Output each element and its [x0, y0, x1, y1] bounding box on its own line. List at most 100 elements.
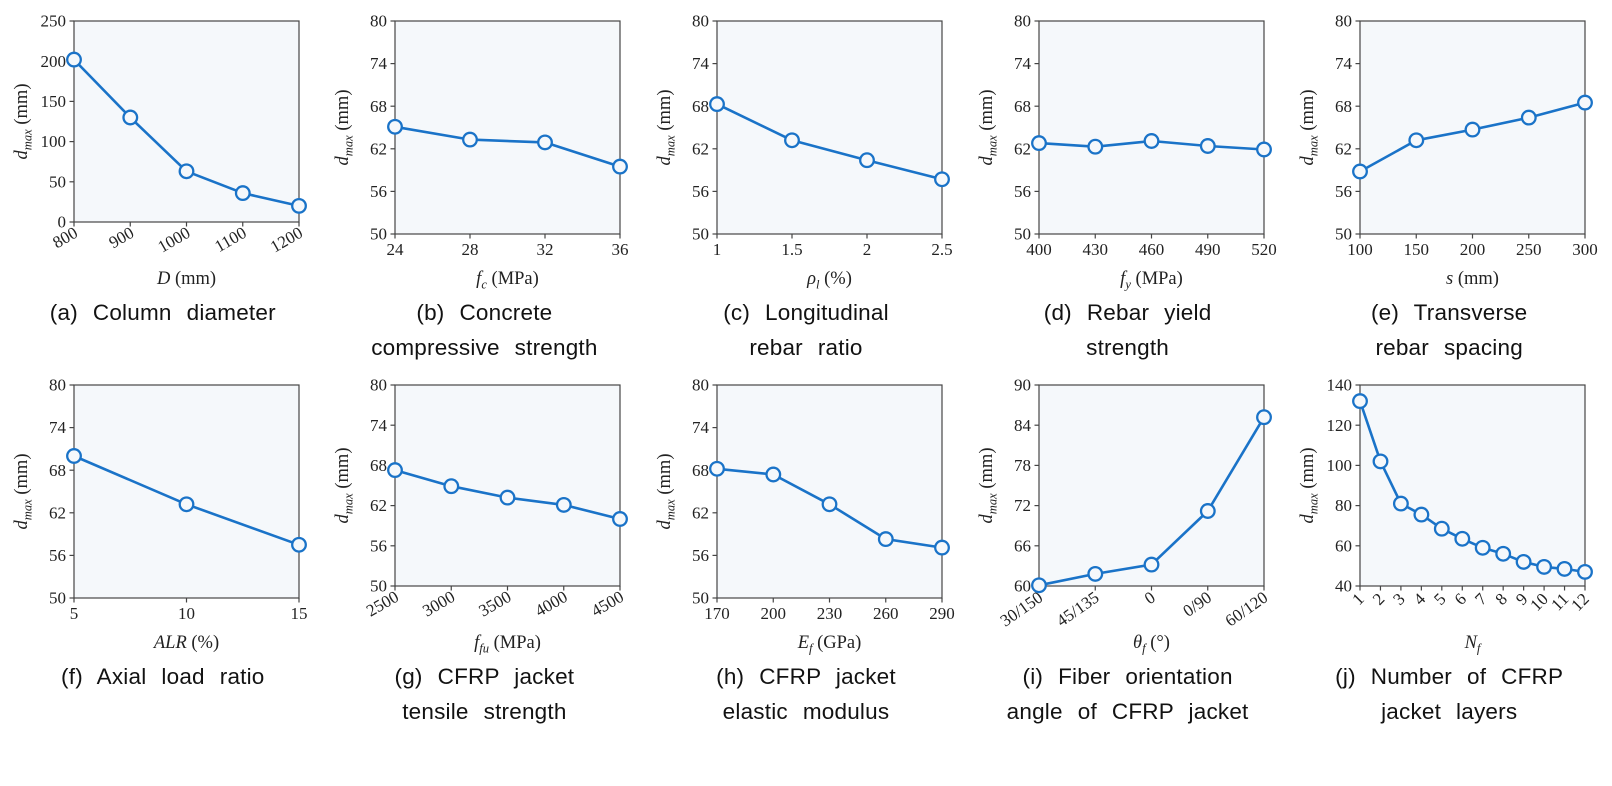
y-axis-label: dmax (mm): [1298, 90, 1320, 166]
data-point-marker: [1434, 520, 1450, 537]
data-point-marker: [784, 132, 800, 149]
svg-text:490: 490: [1195, 240, 1221, 259]
svg-text:62: 62: [1335, 139, 1352, 158]
chart-caption: (j) Number of CFRP jacket layers: [1335, 663, 1564, 724]
svg-text:56: 56: [49, 546, 66, 565]
svg-text:100: 100: [40, 132, 66, 151]
svg-text:7: 7: [1471, 589, 1491, 609]
data-point-marker: [612, 158, 629, 175]
svg-text:10: 10: [178, 604, 195, 623]
svg-text:62: 62: [692, 139, 709, 158]
svg-text:74: 74: [1335, 54, 1353, 73]
data-point-marker: [443, 477, 460, 494]
svg-text:200: 200: [1460, 240, 1486, 259]
svg-text:0: 0: [1141, 587, 1159, 607]
subplot-c: 50 56 62 68 74 80 1 1.5 2 2.5 ρl (%) dmax (mm) (c) …: [645, 8, 967, 366]
y-axis-label: dmax (mm): [12, 453, 34, 529]
data-point-marker: [1255, 409, 1272, 425]
data-point-marker: [499, 489, 516, 506]
x-axis-label: fy (MPa): [1120, 269, 1183, 291]
svg-text:1: 1: [1349, 589, 1368, 608]
data-point-marker: [934, 171, 950, 188]
svg-text:74: 74: [692, 418, 710, 437]
data-point-marker: [122, 109, 139, 126]
data-point-marker: [1474, 539, 1491, 556]
charts-grid: 0 50 100 150 200 250 800 900 1000 1100 1200 D (mm) d…: [2, 8, 1598, 730]
data-point-marker: [1143, 133, 1160, 149]
data-point-marker: [1255, 141, 1272, 158]
data-point-marker: [65, 51, 82, 68]
svg-text:60: 60: [1335, 536, 1352, 555]
subplot-a: 0 50 100 150 200 250 800 900 1000 1100 1200 D (mm) d…: [2, 8, 324, 366]
svg-text:0/90: 0/90: [1179, 587, 1215, 620]
svg-text:4: 4: [1410, 589, 1430, 609]
svg-text:230: 230: [817, 604, 843, 623]
data-point-marker: [290, 536, 307, 553]
data-point-marker: [859, 152, 875, 169]
data-point-marker: [709, 460, 725, 477]
svg-text:68: 68: [1014, 97, 1031, 116]
data-point-marker: [1515, 553, 1532, 570]
svg-text:900: 900: [105, 223, 137, 252]
svg-text:84: 84: [1014, 416, 1032, 435]
x-axis-label: ρl (%): [806, 269, 852, 291]
chart-caption: (f) Axial load ratio: [61, 663, 265, 689]
svg-text:120: 120: [1327, 416, 1353, 435]
svg-text:45/135: 45/135: [1053, 587, 1103, 630]
svg-text:74: 74: [692, 54, 710, 73]
subplot-i: 60 66 72 78 84 90 30/150 45/135 0 0/90 60/120 θf (°…: [967, 372, 1289, 730]
chart-caption: (b) Concrete compressive strength: [371, 300, 598, 360]
data-point-marker: [1393, 495, 1410, 512]
svg-text:62: 62: [692, 503, 709, 522]
svg-text:50: 50: [49, 172, 66, 191]
data-point-marker: [934, 539, 950, 556]
svg-text:250: 250: [40, 12, 66, 31]
svg-text:56: 56: [692, 546, 709, 565]
svg-text:4500: 4500: [588, 587, 627, 620]
svg-text:170: 170: [704, 604, 730, 623]
data-point-marker: [537, 134, 554, 151]
line-chart-h: 50 56 62 68 74 80 170 200 230 260 290 Ef (GPa) dmax …: [655, 375, 955, 655]
chart-caption: (i) Fiber orientation angle of CFRP jack…: [1006, 663, 1249, 724]
data-point-marker: [1408, 132, 1425, 149]
svg-text:140: 140: [1327, 375, 1353, 394]
x-axis-label: Ef (GPa): [797, 633, 862, 655]
data-point-marker: [234, 185, 251, 202]
subplot-h: 50 56 62 68 74 80 170 200 230 260 290 Ef (GPa) dmax …: [645, 372, 967, 730]
svg-text:56: 56: [692, 182, 709, 201]
svg-text:68: 68: [692, 97, 709, 116]
data-point-marker: [1352, 163, 1369, 180]
subplot-b: 50 56 62 68 74 80 24 28 32 36 fc (MPa) dmax (mm) (b…: [324, 8, 646, 366]
svg-text:24: 24: [387, 240, 405, 259]
data-point-marker: [1495, 545, 1512, 562]
svg-text:2.5: 2.5: [931, 240, 952, 259]
data-point-marker: [1536, 558, 1553, 575]
subplot-d: 50 56 62 68 74 80 400 430 460 490 520 fy (MPa) dmax …: [967, 8, 1289, 366]
chart-caption: (e) Transverse rebar spacing: [1370, 300, 1528, 360]
svg-text:460: 460: [1138, 240, 1164, 259]
data-point-marker: [1199, 502, 1216, 519]
chart-caption: (g) CFRP jacket tensile strength: [394, 663, 575, 724]
data-point-marker: [178, 496, 195, 513]
y-axis-label: dmax (mm): [333, 447, 355, 523]
data-point-marker: [877, 530, 894, 547]
svg-text:50: 50: [49, 588, 66, 607]
data-point-marker: [1454, 530, 1471, 547]
svg-text:60: 60: [1014, 576, 1031, 595]
svg-text:68: 68: [692, 461, 709, 480]
y-axis-label: dmax (mm): [333, 90, 355, 166]
svg-text:430: 430: [1082, 240, 1108, 259]
line-chart-b: 50 56 62 68 74 80 24 28 32 36 fc (MPa) dmax (mm): [333, 12, 629, 292]
data-point-marker: [1521, 109, 1537, 126]
x-axis-label: θf (°): [1133, 633, 1170, 655]
svg-text:80: 80: [370, 12, 387, 31]
svg-text:74: 74: [370, 54, 388, 73]
svg-text:66: 66: [1014, 536, 1031, 555]
chart-caption: (c) Longitudinal rebar ratio: [723, 300, 889, 360]
data-point-marker: [178, 163, 195, 180]
svg-text:200: 200: [40, 52, 66, 71]
svg-text:68: 68: [1335, 97, 1352, 116]
svg-text:12: 12: [1568, 589, 1593, 614]
chart-caption: (d) Rebar yield strength: [1043, 300, 1212, 360]
x-axis-label: ALR (%): [152, 633, 219, 653]
